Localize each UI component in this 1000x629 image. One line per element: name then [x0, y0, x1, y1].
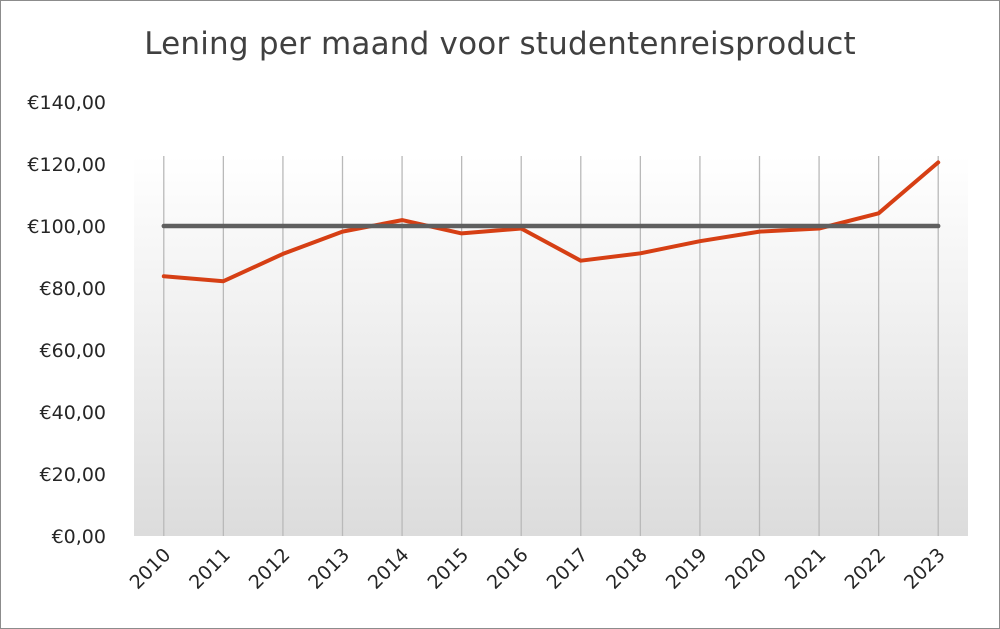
x-tick-label: 2014 — [364, 544, 414, 594]
x-tick-label: 2022 — [840, 544, 890, 594]
x-tick-label: 2017 — [543, 544, 593, 594]
x-tick-label: 2018 — [602, 544, 652, 594]
x-tick-label: 2015 — [423, 544, 473, 594]
x-tick-label: 2016 — [483, 544, 533, 594]
plot-area — [134, 156, 968, 536]
x-tick-label: 2020 — [721, 544, 771, 594]
y-tick-label: €20,00 — [40, 464, 106, 486]
y-tick-label: €120,00 — [27, 154, 106, 176]
x-tick-label: 2012 — [245, 544, 295, 594]
y-tick-label: €100,00 — [27, 216, 106, 238]
x-tick-label: 2021 — [781, 544, 831, 594]
x-tick-label: 2011 — [185, 544, 235, 594]
y-tick-label: €0,00 — [52, 526, 106, 548]
x-tick-label: 2023 — [900, 544, 950, 594]
x-tick-label: 2013 — [304, 544, 354, 594]
y-tick-label: €60,00 — [40, 340, 106, 362]
chart-title: Lening per maand voor studentenreisprodu… — [144, 26, 856, 62]
x-tick-label: 2019 — [662, 544, 712, 594]
x-tick-label: 2010 — [126, 544, 176, 594]
series-line-1 — [161, 160, 941, 284]
y-tick-label: €80,00 — [40, 278, 106, 300]
y-tick-label: €40,00 — [40, 402, 106, 424]
y-tick-label: €140,00 — [27, 92, 106, 114]
